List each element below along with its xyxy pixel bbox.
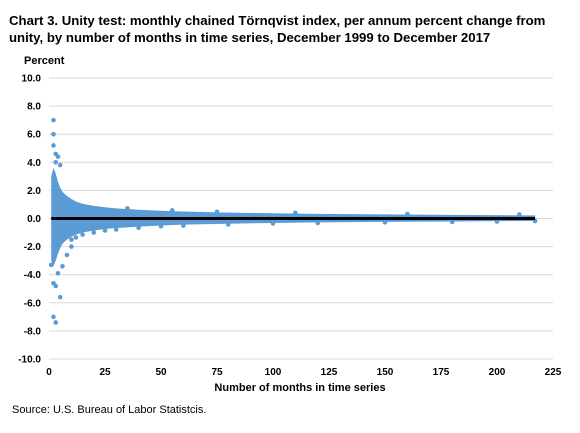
data-point (51, 314, 56, 320)
data-point (315, 220, 321, 226)
data-point (517, 212, 522, 217)
data-point (113, 227, 119, 232)
data-point (225, 222, 231, 227)
x-tick-labels: 0 25 50 75 100 125 150 175 200 225 (46, 367, 562, 378)
y-tick-label: 2.0 (27, 186, 41, 197)
data-point (60, 263, 65, 269)
y-tick-label: -4.0 (24, 270, 42, 281)
y-tick-label: -6.0 (24, 298, 42, 309)
y-tick-label: -8.0 (24, 326, 42, 337)
data-points (48, 117, 538, 325)
data-point (158, 223, 164, 229)
data-point (51, 143, 56, 148)
y-tick-label: 8.0 (27, 102, 41, 113)
data-point (91, 230, 97, 235)
x-tick-label: 75 (211, 367, 223, 378)
data-point (181, 223, 186, 228)
y-tick-label: 10.0 (22, 74, 42, 85)
x-tick-label: 225 (545, 367, 562, 378)
y-axis-label: Percent (24, 55, 65, 67)
data-point (136, 225, 141, 231)
x-tick-label: 125 (321, 367, 338, 378)
data-point (69, 237, 74, 242)
x-tick-label: 175 (433, 367, 450, 378)
x-tick-label: 0 (46, 367, 52, 378)
y-tick-label: -2.0 (24, 242, 42, 253)
data-point (80, 232, 85, 237)
data-point (55, 270, 61, 276)
chart-title: Chart 3. Unity test: monthly chained Tör… (9, 13, 546, 45)
x-tick-label: 25 (99, 367, 111, 378)
x-tick-label: 200 (489, 367, 506, 378)
data-point (405, 211, 410, 217)
data-point (69, 244, 74, 249)
data-point (51, 117, 56, 123)
data-point (57, 294, 63, 300)
data-point (270, 221, 276, 226)
data-point (57, 162, 63, 168)
x-tick-label: 50 (155, 367, 167, 378)
data-point (382, 219, 388, 225)
x-tick-label: 100 (265, 367, 282, 378)
data-point (64, 252, 70, 258)
data-point (48, 262, 54, 268)
y-tick-label: 0.0 (27, 214, 41, 225)
y-tick-label: 4.0 (27, 158, 41, 169)
data-point (293, 210, 298, 216)
data-point (51, 131, 56, 137)
data-point (73, 235, 79, 240)
x-tick-label: 150 (377, 367, 394, 378)
data-point (125, 206, 130, 211)
y-tick-label: -10.0 (18, 355, 41, 366)
x-axis-label: Number of months in time series (214, 382, 386, 394)
data-point (51, 280, 56, 286)
data-point (53, 320, 59, 325)
source-note: Source: U.S. Bureau of Labor Statistcis. (12, 404, 207, 416)
data-point (102, 228, 108, 233)
data-point (494, 219, 500, 224)
data-point (169, 208, 175, 213)
y-tick-label: 6.0 (27, 130, 41, 141)
data-point (55, 154, 61, 159)
y-tick-labels: 10.0 8.0 6.0 4.0 2.0 0.0 -2.0 -4.0 -6.0 -8.0 -10.0 (18, 74, 41, 366)
data-point (214, 209, 220, 215)
data-point (449, 219, 455, 225)
data-point (53, 160, 59, 165)
